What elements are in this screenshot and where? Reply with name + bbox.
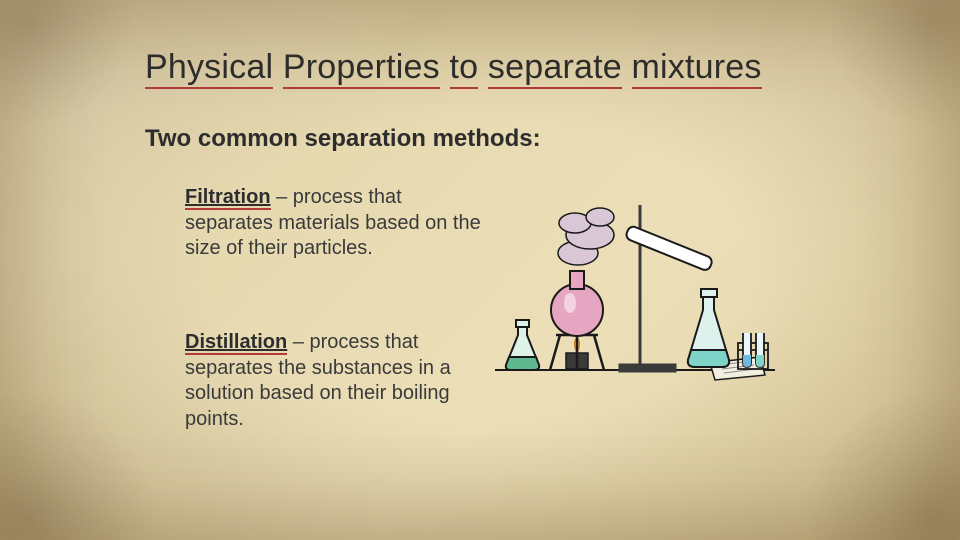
- term-distillation: Distillation: [185, 331, 287, 355]
- title-word: separate: [488, 48, 622, 89]
- title-word: mixtures: [632, 48, 762, 89]
- title-word: Properties: [283, 48, 440, 89]
- filtration-block: Filtration – process that separates mate…: [185, 185, 485, 262]
- title-word: Physical: [145, 48, 273, 89]
- term-filtration: Filtration: [185, 186, 271, 210]
- slide: Physical Properties to separate mixtures…: [0, 0, 960, 540]
- title-word: to: [450, 48, 479, 89]
- slide-subtitle: Two common separation methods:: [145, 125, 541, 153]
- distillation-block: Distillation – process that separates th…: [185, 330, 485, 432]
- chemistry-lab-icon: [490, 175, 780, 395]
- slide-title: Physical Properties to separate mixtures: [145, 48, 762, 87]
